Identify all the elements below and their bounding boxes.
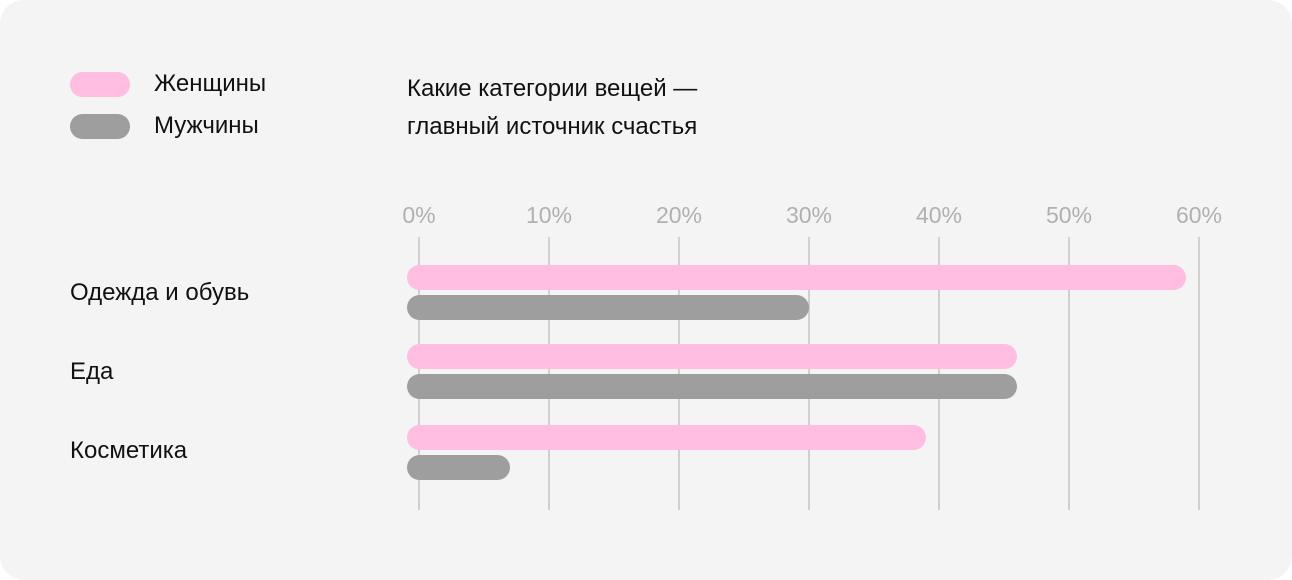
x-tick-label: 40% <box>916 202 962 228</box>
chart-title-line-2: главный источник счастья <box>407 113 698 140</box>
legend-item-women: Женщины <box>70 70 266 98</box>
legend-item-men: Мужчины <box>70 112 259 140</box>
legend-swatch-women <box>70 71 130 97</box>
bar-men <box>407 374 1017 399</box>
x-tick-label: 30% <box>786 202 832 228</box>
legend-label-women: Женщины <box>154 70 267 97</box>
bar-women <box>407 344 1017 369</box>
x-tick-label: 20% <box>656 202 702 228</box>
x-tick-label: 0% <box>402 202 435 228</box>
bar-men <box>407 455 510 480</box>
bar-men <box>407 295 809 320</box>
chart-title: Какие категории вещей — главный источник… <box>407 70 697 146</box>
x-tick-label: 60% <box>1176 202 1222 228</box>
legend-swatch-men <box>70 113 130 139</box>
legend-label-men: Мужчины <box>154 112 259 139</box>
bar-women <box>407 425 926 450</box>
category-label: Одежда и обувь <box>70 279 250 306</box>
category-label: Еда <box>70 358 114 385</box>
chart-title-line-1: Какие категории вещей — <box>407 75 698 102</box>
x-tick-label: 50% <box>1046 202 1092 228</box>
x-tick-label: 10% <box>526 202 572 228</box>
bar-women <box>407 265 1186 290</box>
category-label: Косметика <box>70 437 188 464</box>
